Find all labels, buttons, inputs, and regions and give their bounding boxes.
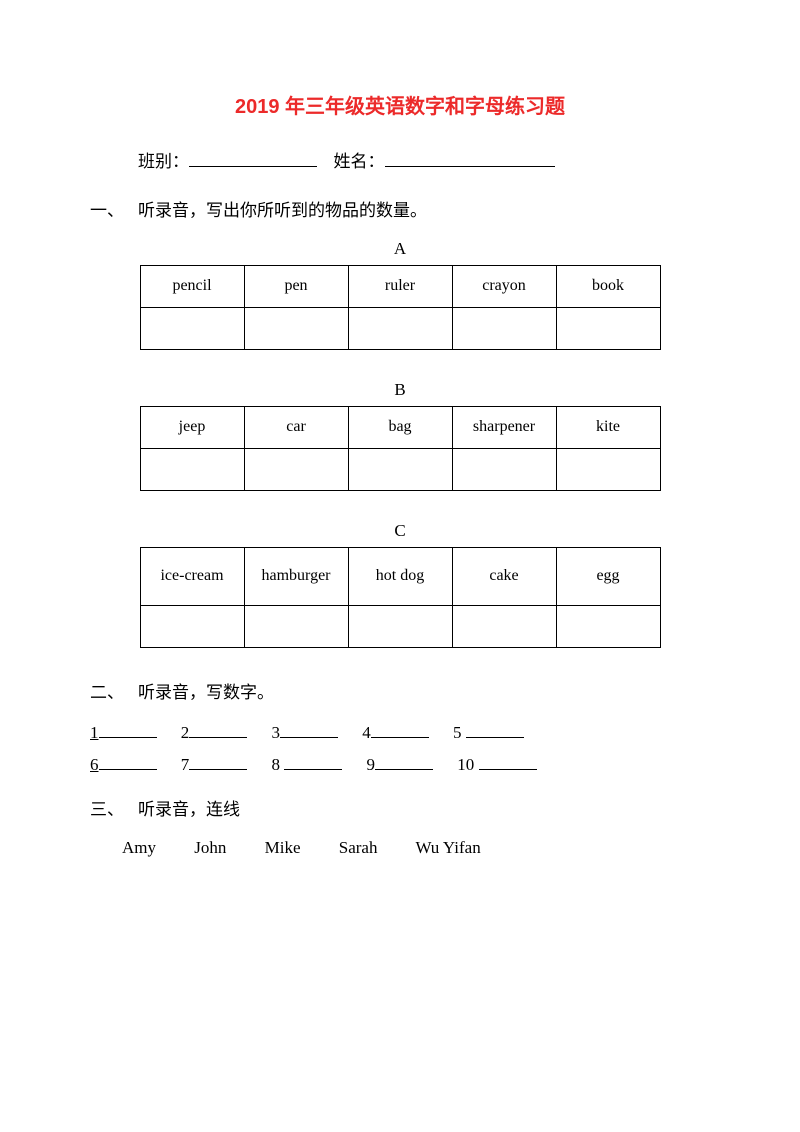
table-cell: pen xyxy=(244,266,348,308)
name-blank[interactable] xyxy=(385,150,555,167)
answer-cell[interactable] xyxy=(348,449,452,491)
table-a: pencil pen ruler crayon book xyxy=(140,265,661,350)
worksheet-page: 2019 年三年级英语数字和字母练习题 班别： 姓名： 一、听录音，写出你所听到… xyxy=(0,0,800,1132)
table-cell: car xyxy=(244,407,348,449)
section-3-num: 三、 xyxy=(90,795,138,820)
num-label: 1 xyxy=(90,723,99,742)
table-cell: crayon xyxy=(452,266,556,308)
name-item: Amy xyxy=(122,838,156,857)
num-blank[interactable] xyxy=(189,753,247,770)
answer-cell[interactable] xyxy=(244,449,348,491)
table-a-answer-row xyxy=(140,308,660,350)
num-label: 7 xyxy=(181,755,190,774)
num-label: 8 xyxy=(272,755,281,774)
num-label: 10 xyxy=(457,755,474,774)
num-blank[interactable] xyxy=(479,753,537,770)
answer-cell[interactable] xyxy=(348,606,452,648)
answer-cell[interactable] xyxy=(452,606,556,648)
answer-cell[interactable] xyxy=(348,308,452,350)
answer-cell[interactable] xyxy=(140,606,244,648)
num-label: 9 xyxy=(367,755,376,774)
table-c-wrap: C ice-cream hamburger hot dog cake egg xyxy=(90,521,710,648)
table-cell: pencil xyxy=(140,266,244,308)
answer-cell[interactable] xyxy=(140,308,244,350)
answer-cell[interactable] xyxy=(452,308,556,350)
page-title: 2019 年三年级英语数字和字母练习题 xyxy=(90,90,710,119)
section-3-title: 听录音，连线 xyxy=(138,800,240,819)
numbers-row-1: 1 2 3 4 5 xyxy=(90,721,710,743)
section-2-heading: 二、听录音，写数字。 xyxy=(90,678,710,703)
num-blank[interactable] xyxy=(466,721,524,738)
table-b-header-row: jeep car bag sharpener kite xyxy=(140,407,660,449)
num-label: 4 xyxy=(362,723,371,742)
table-cell: egg xyxy=(556,548,660,606)
section-1-title: 听录音，写出你所听到的物品的数量。 xyxy=(138,201,427,220)
table-cell: sharpener xyxy=(452,407,556,449)
table-b-answer-row xyxy=(140,449,660,491)
table-b-wrap: B jeep car bag sharpener kite xyxy=(90,380,710,491)
answer-cell[interactable] xyxy=(556,449,660,491)
table-b-label: B xyxy=(90,380,710,400)
answer-cell[interactable] xyxy=(556,308,660,350)
name-item: John xyxy=(194,838,226,857)
num-blank[interactable] xyxy=(284,753,342,770)
numbers-row-2: 6 7 8 9 10 xyxy=(90,753,710,775)
answer-cell[interactable] xyxy=(140,449,244,491)
table-cell: book xyxy=(556,266,660,308)
num-blank[interactable] xyxy=(375,753,433,770)
table-c-label: C xyxy=(90,521,710,541)
num-label: 6 xyxy=(90,755,99,774)
num-blank[interactable] xyxy=(189,721,247,738)
answer-cell[interactable] xyxy=(244,606,348,648)
num-label: 3 xyxy=(272,723,281,742)
answer-cell[interactable] xyxy=(452,449,556,491)
names-row: Amy John Mike Sarah Wu Yifan xyxy=(122,838,710,858)
class-blank[interactable] xyxy=(189,150,317,167)
num-label: 2 xyxy=(181,723,190,742)
table-c-answer-row xyxy=(140,606,660,648)
table-c: ice-cream hamburger hot dog cake egg xyxy=(140,547,661,648)
table-cell: kite xyxy=(556,407,660,449)
class-label: 班别： xyxy=(138,152,189,171)
table-cell: cake xyxy=(452,548,556,606)
section-3-heading: 三、听录音，连线 xyxy=(90,795,710,820)
table-cell: jeep xyxy=(140,407,244,449)
table-b: jeep car bag sharpener kite xyxy=(140,406,661,491)
section-1-heading: 一、听录音，写出你所听到的物品的数量。 xyxy=(90,196,710,221)
table-a-header-row: pencil pen ruler crayon book xyxy=(140,266,660,308)
num-blank[interactable] xyxy=(99,721,157,738)
table-cell: hamburger xyxy=(244,548,348,606)
name-item: Wu Yifan xyxy=(415,838,480,857)
section-1-num: 一、 xyxy=(90,196,138,221)
table-cell: ruler xyxy=(348,266,452,308)
name-item: Mike xyxy=(265,838,301,857)
table-c-header-row: ice-cream hamburger hot dog cake egg xyxy=(140,548,660,606)
num-blank[interactable] xyxy=(280,721,338,738)
answer-cell[interactable] xyxy=(556,606,660,648)
answer-cell[interactable] xyxy=(244,308,348,350)
num-blank[interactable] xyxy=(99,753,157,770)
table-cell: hot dog xyxy=(348,548,452,606)
section-2-num: 二、 xyxy=(90,678,138,703)
name-label: 姓名： xyxy=(334,152,385,171)
name-item: Sarah xyxy=(339,838,378,857)
num-label: 5 xyxy=(453,723,462,742)
table-cell: ice-cream xyxy=(140,548,244,606)
student-info-row: 班别： 姓名： xyxy=(138,147,710,172)
section-2-title: 听录音，写数字。 xyxy=(138,683,274,702)
table-cell: bag xyxy=(348,407,452,449)
table-a-wrap: A pencil pen ruler crayon book xyxy=(90,239,710,350)
table-a-label: A xyxy=(90,239,710,259)
num-blank[interactable] xyxy=(371,721,429,738)
